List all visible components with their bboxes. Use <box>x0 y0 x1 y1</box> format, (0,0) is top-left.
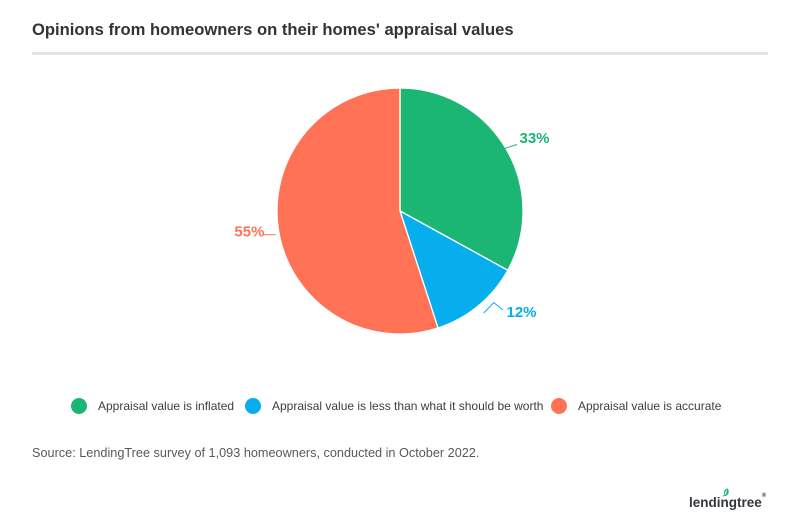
svg-text:33%: 33% <box>520 130 550 147</box>
svg-text:Appraisal value is accurate: Appraisal value is accurate <box>578 399 722 413</box>
svg-text:Appraisal value is inflated: Appraisal value is inflated <box>98 399 234 413</box>
svg-text:55%: 55% <box>234 223 264 240</box>
svg-text:Appraisal value is less than w: Appraisal value is less than what it sho… <box>272 399 543 413</box>
svg-text:12%: 12% <box>507 304 537 321</box>
